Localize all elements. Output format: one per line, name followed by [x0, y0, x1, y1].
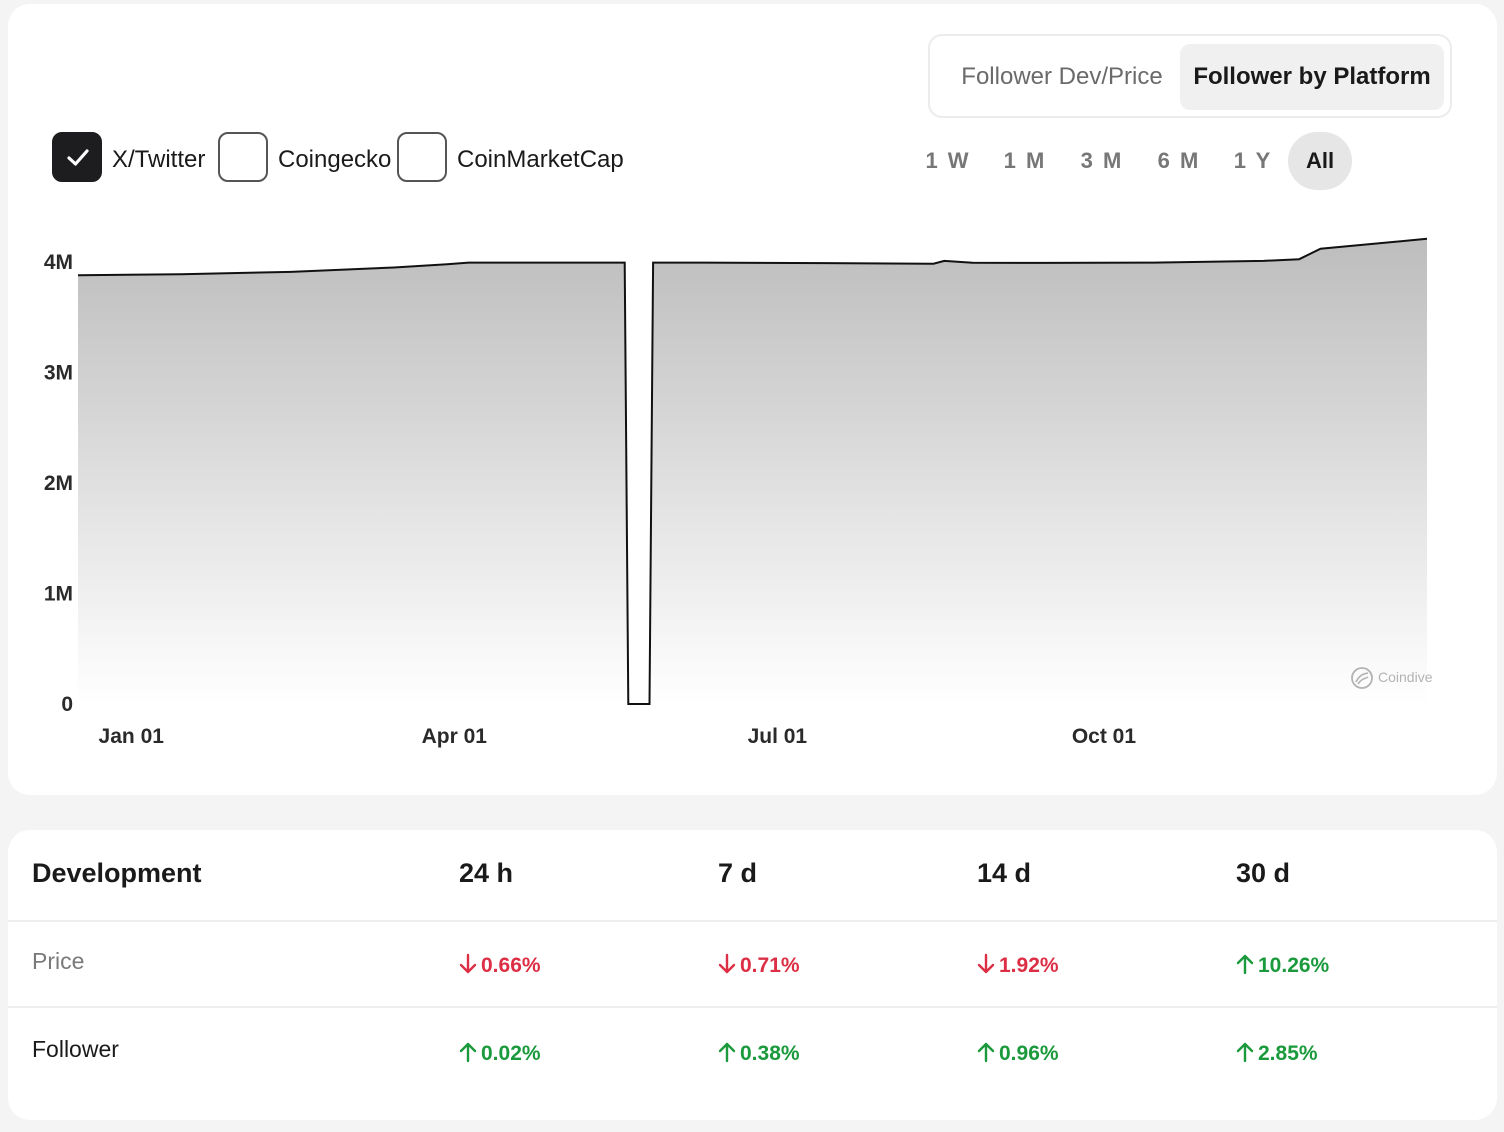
y-tick-label: 3M	[44, 362, 73, 385]
row-label: Follower	[32, 1036, 119, 1062]
x-tick-label: Jul 01	[748, 725, 808, 748]
price-change-14d: 1.92%	[977, 950, 1059, 978]
follower-change-7d: 0.38%	[718, 1038, 800, 1066]
change-value: 10.26%	[1258, 954, 1330, 977]
range-1w-button[interactable]: 1 W	[925, 148, 971, 173]
checkbox-empty-icon[interactable]	[218, 132, 268, 182]
x-tick-label: Oct 01	[1072, 725, 1137, 748]
y-tick-label: 0	[61, 693, 73, 716]
arrow-down-icon	[977, 953, 995, 974]
watermark-text: Coindive	[1378, 669, 1433, 685]
x-tick-label: Apr 01	[422, 725, 488, 748]
platform-label: Coingecko	[278, 146, 392, 173]
change-value: 0.02%	[481, 1042, 541, 1065]
range-6m-button[interactable]: 6 M	[1157, 148, 1201, 173]
arrow-up-icon	[1236, 1042, 1254, 1063]
change-value: 0.38%	[740, 1042, 800, 1065]
change-value: 0.96%	[999, 1042, 1059, 1065]
development-card: Development 24 h 7 d 14 d 30 d Price 0.6…	[8, 830, 1497, 1120]
series-area-fill	[78, 238, 1427, 705]
range-1y-button[interactable]: 1 Y	[1233, 148, 1273, 173]
series-line	[77, 237, 1428, 705]
range-all-button[interactable]: All	[1288, 132, 1352, 190]
chart-card: Follower Dev/Price Follower by Platform …	[8, 4, 1497, 795]
period-30d-header: 30 d	[1236, 858, 1291, 888]
follower-area-chart: 0 1M 2M 3M 4M Jan 01 Apr 01 Jul 01 Oct 01	[44, 237, 1428, 748]
checkbox-checked-icon[interactable]	[52, 132, 102, 182]
view-toggle: Follower Dev/Price Follower by Platform	[928, 34, 1452, 118]
change-value: 0.71%	[740, 954, 800, 977]
coindive-logo-icon	[1351, 667, 1373, 689]
change-value: 0.66%	[481, 954, 541, 977]
arrow-up-icon	[459, 1042, 477, 1063]
y-tick-label: 2M	[44, 472, 73, 495]
development-header-row: Development 24 h 7 d 14 d 30 d	[8, 830, 1497, 922]
arrow-up-icon	[718, 1042, 736, 1063]
checkbox-empty-icon[interactable]	[397, 132, 447, 182]
arrow-down-icon	[459, 953, 477, 974]
price-row: Price 0.66% 0.71% 1.92% 10.26%	[8, 920, 1497, 1008]
price-change-30d: 10.26%	[1236, 950, 1329, 978]
change-value: 1.92%	[999, 954, 1059, 977]
price-change-24h: 0.66%	[459, 950, 541, 978]
period-14d-header: 14 d	[977, 858, 1032, 888]
arrow-up-icon	[977, 1042, 995, 1063]
price-change-7d: 0.71%	[718, 950, 800, 978]
change-value: 2.85%	[1258, 1042, 1318, 1065]
platform-label: X/Twitter	[112, 146, 206, 173]
platform-label: CoinMarketCap	[457, 146, 624, 173]
period-24h-header: 24 h	[459, 858, 514, 888]
follower-row: Follower 0.02% 0.38% 0.96% 2.85%	[8, 1008, 1497, 1094]
range-1m-button[interactable]: 1 M	[1003, 148, 1047, 173]
period-7d-header: 7 d	[718, 858, 758, 888]
development-title: Development	[32, 858, 202, 888]
y-tick-label: 4M	[44, 251, 73, 274]
follower-change-24h: 0.02%	[459, 1038, 541, 1066]
row-label: Price	[32, 948, 85, 974]
follower-change-14d: 0.96%	[977, 1038, 1059, 1066]
follower-change-30d: 2.85%	[1236, 1038, 1318, 1066]
x-tick-label: Jan 01	[99, 725, 165, 748]
arrow-up-icon	[1236, 954, 1254, 975]
arrow-down-icon	[718, 953, 736, 974]
y-tick-label: 1M	[44, 583, 73, 606]
range-3m-button[interactable]: 3 M	[1080, 148, 1124, 173]
follower-dev-price-tab[interactable]: Follower Dev/Price	[961, 63, 1163, 90]
follower-by-platform-tab[interactable]: Follower by Platform	[1180, 44, 1444, 110]
